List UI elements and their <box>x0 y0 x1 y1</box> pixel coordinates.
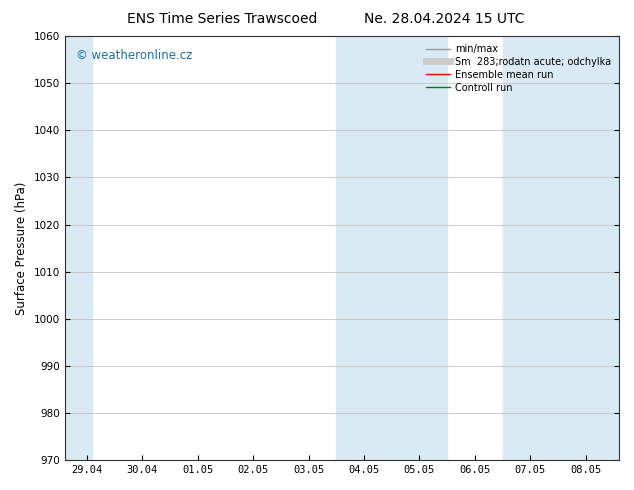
Legend: min/max, Sm  283;rodatn acute; odchylka, Ensemble mean run, Controll run: min/max, Sm 283;rodatn acute; odchylka, … <box>423 41 614 96</box>
Bar <box>336 36 447 460</box>
Bar <box>65 36 93 460</box>
Text: © weatheronline.cz: © weatheronline.cz <box>75 49 192 62</box>
Text: ENS Time Series Trawscoed: ENS Time Series Trawscoed <box>127 12 317 26</box>
Y-axis label: Surface Pressure (hPa): Surface Pressure (hPa) <box>15 181 28 315</box>
Bar <box>503 36 619 460</box>
Text: Ne. 28.04.2024 15 UTC: Ne. 28.04.2024 15 UTC <box>363 12 524 26</box>
